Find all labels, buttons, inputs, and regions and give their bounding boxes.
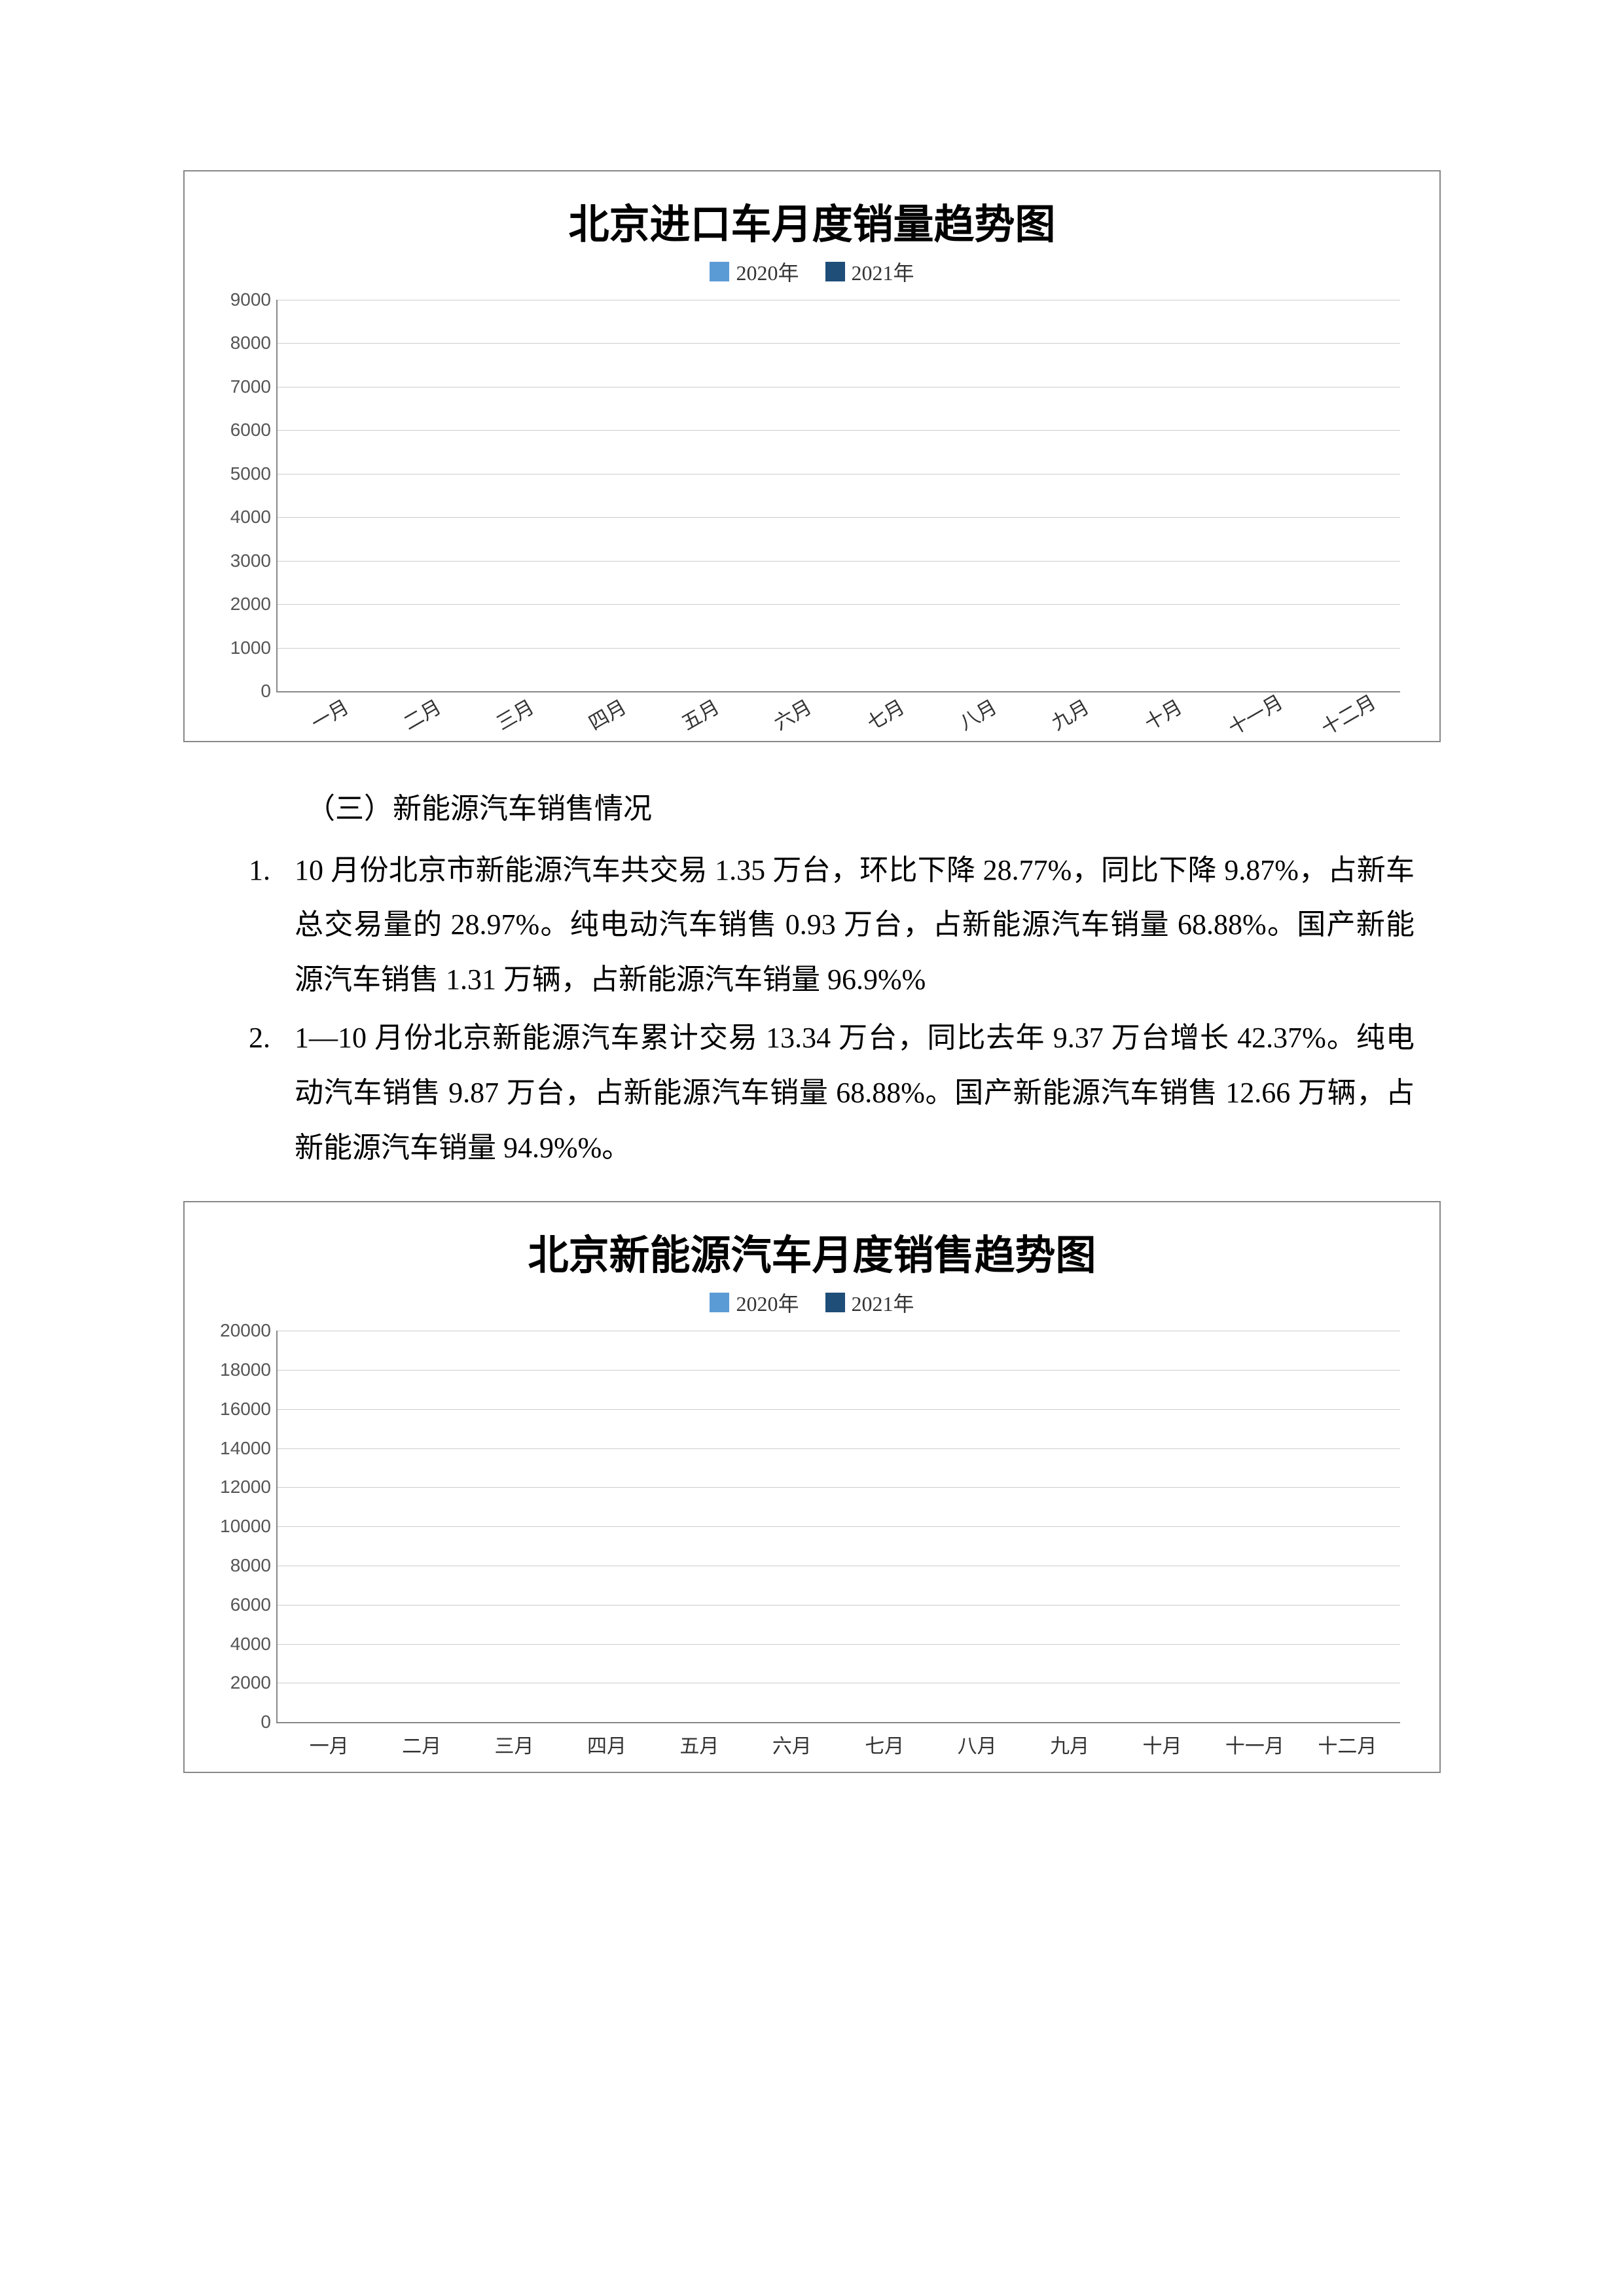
section-heading: （三）新能源汽车销售情况 xyxy=(249,781,1415,836)
y-tick-label: 14000 xyxy=(212,1438,271,1459)
list-item: 2.1—10 月份北京新能源汽车累计交易 13.34 万台，同比去年 9.37 … xyxy=(249,1011,1415,1175)
list-number: 2. xyxy=(249,1011,295,1175)
y-tick-label: 9000 xyxy=(212,289,271,310)
x-tick-label: 二月 xyxy=(375,1730,467,1759)
y-tick-label: 8000 xyxy=(212,1555,271,1576)
y-tick-label: 18000 xyxy=(212,1359,271,1380)
y-tick-label: 0 xyxy=(212,681,271,702)
y-tick-label: 16000 xyxy=(212,1399,271,1420)
chart1-legend: 2020年 2021年 xyxy=(211,257,1413,287)
y-tick-label: 5000 xyxy=(212,463,271,484)
x-tick-label: 三月 xyxy=(468,1730,560,1759)
chart1-xlabels: 一月二月三月四月五月六月七月八月九月十月十一月十二月 xyxy=(276,692,1400,728)
x-tick-label: 八月 xyxy=(931,1730,1023,1759)
gridline xyxy=(278,1448,1400,1449)
y-tick-label: 12000 xyxy=(212,1477,271,1498)
x-tick-label: 十二月 xyxy=(1301,1730,1394,1759)
y-tick-label: 10000 xyxy=(212,1516,271,1537)
y-tick-label: 6000 xyxy=(212,420,271,440)
y-tick-label: 4000 xyxy=(212,1634,271,1655)
chart2-xlabels: 一月二月三月四月五月六月七月八月九月十月十一月十二月 xyxy=(276,1723,1400,1759)
x-tick-label: 十月 xyxy=(1116,1730,1208,1759)
chart1-plot: 0100020003000400050006000700080009000 xyxy=(276,300,1400,692)
legend-label: 2021年 xyxy=(852,257,914,287)
legend-item: 2020年 xyxy=(710,257,799,287)
gridline xyxy=(278,561,1400,562)
gridline xyxy=(278,517,1400,518)
legend-swatch xyxy=(825,1293,845,1312)
legend-swatch xyxy=(710,262,729,281)
section-list: 1.10 月份北京市新能源汽车共交易 1.35 万台，环比下降 28.77%，同… xyxy=(249,843,1415,1175)
x-tick-label: 十一月 xyxy=(1208,1730,1301,1759)
chart2-plot: 0200040006000800010000120001400016000180… xyxy=(276,1331,1400,1723)
legend-label: 2021年 xyxy=(852,1287,914,1318)
y-tick-label: 6000 xyxy=(212,1594,271,1615)
list-item: 1.10 月份北京市新能源汽车共交易 1.35 万台，环比下降 28.77%，同… xyxy=(249,843,1415,1007)
gridline xyxy=(278,343,1400,344)
gridline xyxy=(278,1526,1400,1527)
chart2-legend: 2020年 2021年 xyxy=(211,1287,1413,1318)
chart2-title: 北京新能源汽车月度销售趋势图 xyxy=(211,1222,1413,1281)
y-tick-label: 0 xyxy=(212,1712,271,1732)
x-tick-label: 五月 xyxy=(653,1730,746,1759)
list-body: 1—10 月份北京新能源汽车累计交易 13.34 万台，同比去年 9.37 万台… xyxy=(295,1011,1415,1175)
import-car-chart: 北京进口车月度销量趋势图 2020年2021年 0100020003000400… xyxy=(183,170,1441,742)
gridline xyxy=(278,1487,1400,1488)
y-tick-label: 2000 xyxy=(212,594,271,615)
list-number: 1. xyxy=(249,843,295,1007)
gridline xyxy=(278,648,1400,649)
y-tick-label: 2000 xyxy=(212,1672,271,1693)
legend-item: 2021年 xyxy=(825,1287,914,1318)
y-tick-label: 4000 xyxy=(212,507,271,528)
nev-chart: 北京新能源汽车月度销售趋势图 2020年2021年 02000400060008… xyxy=(183,1201,1441,1773)
chart1-title: 北京进口车月度销量趋势图 xyxy=(211,191,1413,250)
gridline xyxy=(278,604,1400,605)
gridline xyxy=(278,474,1400,475)
legend-item: 2021年 xyxy=(825,257,914,287)
list-body: 10 月份北京市新能源汽车共交易 1.35 万台，环比下降 28.77%，同比下… xyxy=(295,843,1415,1007)
gridline xyxy=(278,1370,1400,1371)
nev-text-section: （三）新能源汽车销售情况 1.10 月份北京市新能源汽车共交易 1.35 万台，… xyxy=(183,781,1441,1175)
x-tick-label: 七月 xyxy=(839,1730,931,1759)
legend-swatch xyxy=(825,262,845,281)
x-tick-label: 九月 xyxy=(1023,1730,1115,1759)
x-tick-label: 六月 xyxy=(746,1730,838,1759)
gridline xyxy=(278,1644,1400,1645)
gridline xyxy=(278,1409,1400,1410)
legend-label: 2020年 xyxy=(736,257,799,287)
legend-item: 2020年 xyxy=(710,1287,799,1318)
x-tick-label: 四月 xyxy=(560,1730,653,1759)
y-tick-label: 8000 xyxy=(212,332,271,353)
legend-label: 2020年 xyxy=(736,1287,799,1318)
y-tick-label: 20000 xyxy=(212,1320,271,1341)
legend-swatch xyxy=(710,1293,729,1312)
gridline xyxy=(278,430,1400,431)
chart1-bars xyxy=(278,300,1400,691)
y-tick-label: 1000 xyxy=(212,637,271,658)
x-tick-label: 一月 xyxy=(283,1730,375,1759)
y-tick-label: 7000 xyxy=(212,376,271,397)
y-tick-label: 3000 xyxy=(212,550,271,571)
